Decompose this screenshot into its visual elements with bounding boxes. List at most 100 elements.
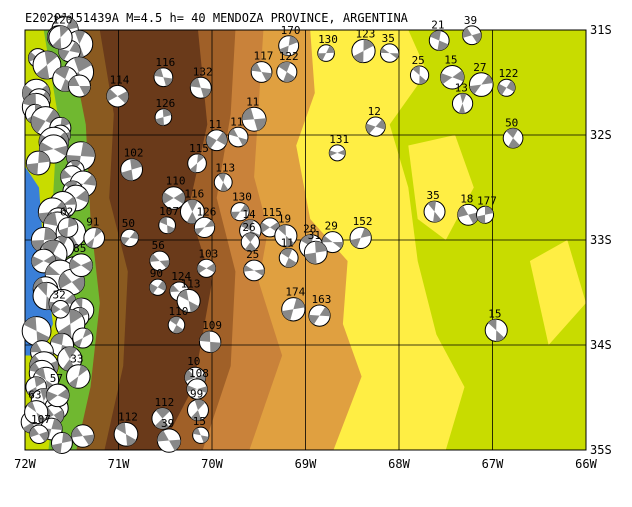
beachball[interactable] [192,426,210,444]
beachball[interactable] [68,74,91,98]
event-label: 11 [209,118,222,131]
beachball[interactable] [502,127,524,149]
event-label: 107 [159,205,179,218]
beachball[interactable] [187,153,207,174]
event-label: 120 [53,14,73,27]
lon-tick-label: 68W [388,457,410,471]
beachball[interactable] [317,44,335,62]
event-label: 113 [181,277,201,290]
beachball[interactable] [484,318,508,342]
beachball[interactable] [106,84,129,108]
beachball[interactable] [243,259,265,282]
beachball[interactable] [120,158,144,182]
event-label: 11 [246,95,259,108]
beachball[interactable] [349,226,372,250]
beachball[interactable] [241,106,267,132]
beachball[interactable] [281,297,306,322]
beachball[interactable] [83,227,106,249]
beachball[interactable] [161,186,186,210]
event-label: 177 [477,194,497,207]
beachball[interactable] [151,407,174,430]
beachball[interactable] [113,421,139,447]
beachball[interactable] [196,258,216,278]
lon-tick-label: 70W [201,457,223,471]
event-label: 110 [168,305,188,318]
event-label: 122 [499,67,519,80]
beachball[interactable] [25,150,51,176]
beachball[interactable] [149,250,170,272]
beachball[interactable] [230,202,250,222]
beachball[interactable] [71,424,95,448]
lat-tick-label: 35S [590,443,612,457]
beachball[interactable] [29,424,49,445]
beachball[interactable] [278,35,300,57]
beachball[interactable] [69,253,93,278]
beachball[interactable] [21,316,52,346]
beachball[interactable] [365,116,386,137]
beachball[interactable] [176,288,201,313]
event-label: 112 [118,410,138,423]
beachball[interactable] [276,61,298,83]
event-label: 35 [427,189,440,202]
beachball[interactable] [198,330,222,354]
beachball[interactable] [51,300,70,319]
event-label: 33 [70,353,83,366]
beachball[interactable] [45,383,70,408]
beachball[interactable] [189,76,212,99]
beachball[interactable] [51,432,73,454]
beachball[interactable] [379,43,400,63]
beachball[interactable] [32,50,62,80]
beachball[interactable] [154,108,173,126]
event-label: 99 [190,388,203,401]
beachball[interactable] [250,61,273,83]
beachball[interactable] [167,316,186,334]
event-label: 11 [230,115,243,128]
beachball[interactable] [156,428,182,453]
beachball[interactable] [120,228,139,248]
beachball[interactable] [321,231,344,254]
lon-tick-label: 66W [575,457,597,471]
beachball[interactable] [457,203,480,226]
beachball[interactable] [468,72,494,97]
lat-tick-label: 31S [590,23,612,37]
beachball[interactable] [153,67,174,88]
beachball[interactable] [451,92,474,115]
event-label: 62 [60,206,73,219]
event-label: 152 [353,215,373,228]
beachball[interactable] [24,400,49,425]
beachball[interactable] [303,240,328,265]
beachball[interactable] [179,199,205,225]
beachball[interactable] [72,327,94,349]
beachball[interactable] [274,224,298,248]
event-label: 131 [329,133,349,146]
event-label: 116 [155,56,175,69]
beachball[interactable] [186,399,209,422]
beachball[interactable] [193,216,216,239]
beachball[interactable] [227,126,249,148]
beachball[interactable] [158,216,176,235]
event-label: 14 [242,208,256,221]
beachball[interactable] [328,144,346,162]
beachball[interactable] [240,232,260,252]
event-label: 63 [28,389,41,402]
beachball[interactable] [409,65,430,85]
beachball[interactable] [462,25,482,46]
beachball[interactable] [308,304,331,327]
lat-tick-label: 32S [590,128,612,142]
beachball[interactable] [497,78,516,97]
beachball[interactable] [423,200,446,223]
beachball[interactable] [205,129,228,152]
beachball[interactable] [213,172,233,192]
beachball[interactable] [48,25,73,50]
beachball[interactable] [66,364,91,389]
event-label: 109 [202,319,222,332]
beachball[interactable] [57,217,79,238]
beachball[interactable] [428,30,450,51]
event-label: 15 [488,307,501,320]
beachball[interactable] [278,247,299,268]
beachball[interactable] [440,64,465,90]
beachball[interactable] [476,205,495,224]
beachball[interactable] [149,278,167,296]
beachball[interactable] [351,38,376,64]
